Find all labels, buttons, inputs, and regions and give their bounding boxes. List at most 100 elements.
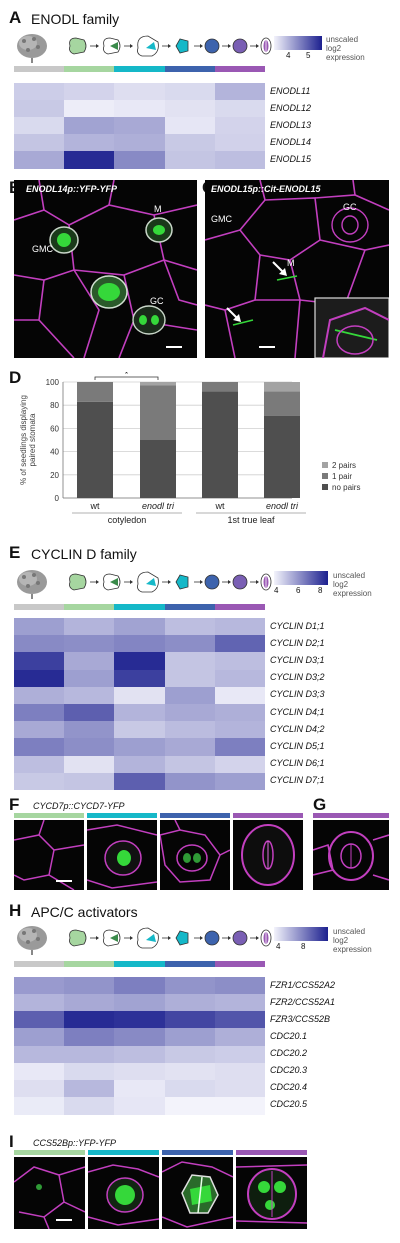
heatmap-cell — [164, 652, 216, 671]
heatmap-cell — [164, 755, 216, 774]
heatmap-cell — [214, 772, 266, 791]
heatmap-cell — [164, 134, 216, 152]
heatmap-cell — [14, 686, 65, 705]
heatmap-cell — [64, 1062, 115, 1081]
panel-b-gmc-cell — [49, 226, 79, 254]
panel-c-micrograph: ENODL15p::Cit-ENODL15 GMC GC M — [205, 180, 389, 358]
heatmap-cell — [14, 151, 65, 169]
heatmap-cell — [164, 704, 216, 722]
panel-b-cell-label-m: M — [154, 204, 162, 214]
heatmap-cell — [164, 994, 216, 1012]
heatmap-cell — [164, 83, 216, 101]
mmc-cell-icon — [103, 573, 121, 591]
heatmap-cell — [114, 686, 166, 705]
gene-label: CYCLIN D3;3 — [270, 689, 325, 700]
legend-swatch — [322, 462, 328, 468]
guard-cell-icon — [260, 573, 272, 591]
panel-f-construct-label: CYCD7p::CYCD7-YFP — [33, 801, 125, 811]
gene-label: CYCLIN D6;1 — [270, 758, 325, 769]
heatmap-cell — [114, 738, 166, 757]
heatmap-cell — [64, 83, 115, 101]
heatmap-cell — [64, 686, 115, 705]
heatmap-cell — [64, 1079, 115, 1098]
stage-segment — [14, 961, 65, 967]
bar-segment — [202, 382, 238, 392]
heatmap-cell — [114, 994, 166, 1012]
legend-label: 2 pairs — [332, 461, 356, 470]
panel-d-letter: D — [9, 368, 22, 387]
heatmap-cell — [164, 1028, 216, 1046]
stage-segment — [164, 66, 215, 72]
gene-label: CDC20.5 — [270, 1099, 308, 1110]
guard-cell-icon — [260, 37, 272, 55]
heatmap-cell — [64, 652, 115, 671]
heatmap-cell — [164, 1011, 216, 1029]
panel-f-image-3 — [160, 820, 230, 890]
heatmap-cell — [114, 117, 166, 135]
heatmap-cell — [64, 1045, 115, 1064]
seedling-icon — [17, 34, 47, 63]
heatmap-cell — [114, 100, 166, 118]
panel-h-title: APC/C activators — [31, 904, 138, 920]
panel-f-image-1 — [14, 820, 84, 890]
panel-f-image-4 — [233, 820, 303, 890]
x-tick-label: wt — [90, 501, 100, 511]
significance-marker: * — [125, 372, 129, 379]
heatmap-cell — [14, 100, 65, 118]
gene-label: CYCLIN D2;1 — [270, 637, 325, 648]
heatmap-cell — [14, 704, 65, 722]
panel-d-chart: 0 20 40 60 80 100 % of seedlings displayingpai… — [19, 372, 360, 525]
panel-h-gene-labels: FZR1/CCS52A2 FZR2/CCS52A1 FZR3/CCS52B CDC20… — [270, 977, 395, 1114]
bar-segment — [264, 415, 300, 498]
heatmap-cell — [114, 1011, 166, 1029]
legend-swatch — [322, 473, 328, 479]
y-axis-label: % of seedlings displayingpaired stomata — [19, 395, 37, 485]
panel-h-legend-tick-8: 8 — [301, 942, 306, 951]
bar-segment — [264, 382, 300, 392]
panel-f-stage-bar-2 — [87, 813, 157, 818]
heatmap-cell — [64, 134, 115, 152]
heatmap-cell — [64, 977, 115, 995]
heatmap-cell — [214, 994, 266, 1012]
bar-segment — [140, 440, 176, 498]
heatmap-cell — [214, 738, 266, 757]
panel-f-scale-bar — [56, 880, 72, 882]
panel-i-image-4 — [236, 1157, 307, 1229]
heatmap-cell — [64, 755, 115, 774]
x-tick-label: enodl tri — [266, 501, 299, 511]
heatmap-cell — [114, 1079, 166, 1098]
heatmap-cell — [14, 635, 65, 653]
heatmap-cell — [114, 635, 166, 653]
heatmap-cell — [114, 1045, 166, 1064]
heatmap-cell — [64, 1096, 115, 1115]
gene-label: CYCLIN D4;2 — [270, 723, 325, 734]
panel-h-legend-tick-4: 4 — [276, 942, 281, 951]
heatmap-cell — [164, 738, 216, 757]
heatmap-cell — [164, 100, 216, 118]
panel-b-m-cell — [145, 217, 173, 243]
heatmap-cell — [64, 994, 115, 1012]
gene-label: CYCLIN D4;1 — [270, 706, 325, 717]
gene-label: CDC20.2 — [270, 1048, 308, 1059]
y-tick-label: 60 — [50, 424, 59, 433]
heatmap-cell — [114, 652, 166, 671]
heatmap-cell — [64, 721, 115, 739]
arrow-icon — [226, 307, 241, 322]
heatmap-cell — [214, 1028, 266, 1046]
heatmap-cell — [214, 704, 266, 722]
bar-segment — [264, 391, 300, 416]
heatmap-cell — [164, 151, 216, 169]
panel-a-legend-gradient — [274, 36, 322, 50]
panel-i-stage-bar-3 — [162, 1150, 233, 1155]
panel-b-cells — [14, 180, 197, 358]
heatmap-cell — [14, 83, 65, 101]
stage-segment — [64, 66, 115, 72]
heatmap-cell — [214, 100, 266, 118]
meristemoid-cell-icon — [137, 571, 159, 593]
panel-b-micrograph: ENODL14p::YFP-YFP M GMC GC — [14, 180, 197, 358]
panel-a-legend-tick-5: 5 — [306, 51, 311, 60]
bar-segment — [140, 382, 176, 386]
heatmap-cell — [214, 652, 266, 671]
panel-c-scale-bar — [259, 346, 275, 348]
panel-i-image-1 — [14, 1157, 85, 1229]
